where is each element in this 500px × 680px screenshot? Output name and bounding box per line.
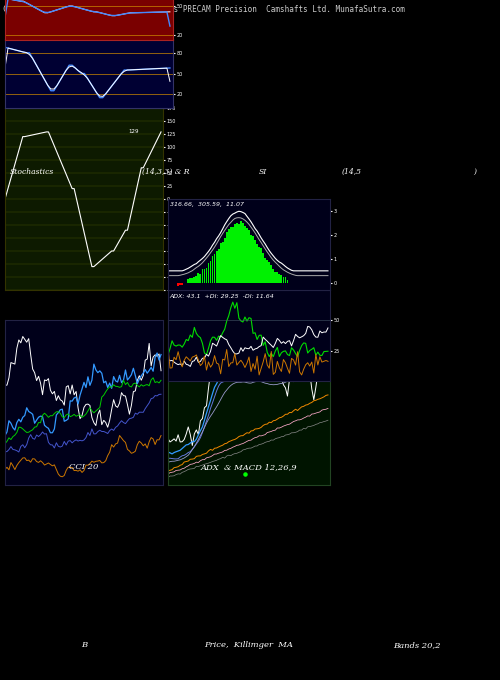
Bar <box>276 272 278 283</box>
Bar <box>194 277 195 283</box>
Bar <box>280 275 282 283</box>
Bar <box>278 274 280 283</box>
Bar <box>218 249 220 283</box>
Bar <box>266 260 268 283</box>
Bar <box>216 251 218 283</box>
Bar <box>250 235 252 283</box>
Bar <box>204 269 206 283</box>
Bar <box>284 277 286 283</box>
Bar <box>254 240 256 283</box>
Bar <box>230 227 232 283</box>
Bar <box>242 223 244 283</box>
Bar <box>258 247 260 283</box>
Text: Bands 20,2: Bands 20,2 <box>393 641 440 649</box>
Bar <box>222 242 224 283</box>
Text: 129: 129 <box>128 129 138 135</box>
Text: B: B <box>81 641 87 649</box>
Bar <box>268 262 270 283</box>
Text: C: C <box>2 5 8 14</box>
Bar <box>236 223 238 283</box>
Text: Price,  Killimger  MA: Price, Killimger MA <box>204 641 294 649</box>
Bar <box>202 269 203 283</box>
Bar <box>238 224 240 283</box>
Bar <box>240 222 242 283</box>
Text: SI: SI <box>259 168 267 176</box>
Text: ADX: 43.1  +DI: 29.25  -DI: 11.64: ADX: 43.1 +DI: 29.25 -DI: 11.64 <box>170 294 274 299</box>
Bar <box>198 273 200 283</box>
Text: 316.66,  305.59,  11.07: 316.66, 305.59, 11.07 <box>170 202 244 207</box>
Bar <box>248 230 250 283</box>
Point <box>241 469 249 479</box>
Bar <box>234 224 235 283</box>
Bar <box>228 229 230 283</box>
Text: CCI 20: CCI 20 <box>70 463 98 471</box>
Bar <box>212 256 214 283</box>
Bar <box>200 274 202 283</box>
Bar <box>210 261 212 283</box>
Bar <box>188 279 189 283</box>
Bar <box>220 243 222 283</box>
Bar <box>262 253 264 283</box>
Bar <box>252 236 254 283</box>
Bar <box>182 283 183 285</box>
Bar <box>260 248 262 283</box>
Bar <box>214 254 216 283</box>
Text: ADX  & MACD 12,26,9: ADX & MACD 12,26,9 <box>200 463 298 471</box>
Bar <box>282 277 284 283</box>
Bar <box>196 276 198 283</box>
Bar <box>264 258 266 283</box>
Bar <box>270 265 272 283</box>
Bar <box>244 226 246 283</box>
Text: Stochastics: Stochastics <box>10 168 54 176</box>
Bar <box>177 283 179 286</box>
Bar <box>272 269 274 283</box>
Text: common  Indicators PRECAM Precision  Camshafts Ltd. MunafaSutra.com: common Indicators PRECAM Precision Camsh… <box>95 5 405 14</box>
Bar <box>206 268 208 283</box>
Text: (14,3,3) & R: (14,3,3) & R <box>142 168 189 176</box>
Text: (14,5: (14,5 <box>342 168 361 176</box>
Bar <box>246 228 248 283</box>
Bar <box>190 278 191 283</box>
Bar <box>192 278 193 283</box>
Bar <box>179 283 181 285</box>
Bar <box>208 263 210 283</box>
Bar <box>224 238 226 283</box>
Bar <box>226 232 228 283</box>
Bar <box>286 280 288 283</box>
Bar <box>274 272 276 283</box>
Bar <box>232 226 234 283</box>
Bar <box>256 244 258 283</box>
Text: ): ) <box>474 168 476 176</box>
